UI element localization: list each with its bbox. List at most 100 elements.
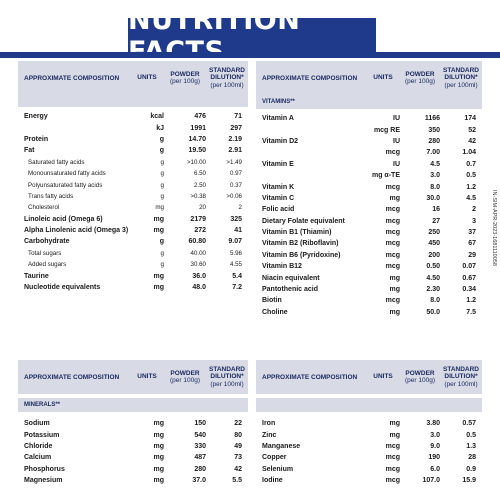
- powder-value: 3.0: [430, 172, 440, 180]
- table-row: Vitamin K mcg 8.0 1.2: [256, 181, 482, 192]
- standard-dilution-value: 0.37: [229, 181, 242, 189]
- standard-dilution-value: 0.67: [462, 274, 476, 282]
- header-standard-line3: (per 100ml): [210, 380, 244, 388]
- powder-value: 20: [199, 204, 206, 212]
- unit-cell: IU: [393, 137, 400, 145]
- table-row: Saturated fatty acids g >10.00 >1.49: [18, 157, 248, 168]
- nutrient-name: Vitamin B6 (Pyridoxine): [262, 251, 341, 259]
- powder-value: 48.0: [192, 284, 206, 292]
- header-standard-line2: DILUTION*: [210, 74, 244, 82]
- standard-dilution-value: 3: [472, 217, 476, 225]
- header-standard: STANDARD DILUTION* (per 100ml): [206, 366, 248, 388]
- table-row: Total sugars g 40.00 5.96: [18, 248, 248, 259]
- unit-cell: kJ: [156, 124, 164, 132]
- unit-cell: mcg: [385, 149, 400, 157]
- standard-dilution-value: 15.9: [462, 477, 476, 485]
- standard-dilution-value: 0.9: [466, 465, 476, 473]
- powder-value: 40.00: [190, 249, 206, 257]
- nutrient-name: Iron: [262, 420, 276, 428]
- powder-value: 27: [432, 217, 440, 225]
- standard-dilution-value: 2: [472, 206, 476, 214]
- table-row: Potassium mg 540 80: [18, 429, 248, 440]
- table-row: Manganese mcg 9.0 1.3: [256, 441, 482, 452]
- nutrient-name: Sodium: [24, 420, 50, 428]
- table-row: Vitamin E IU 4.5 0.7: [256, 159, 482, 170]
- header-standard: STANDARD DILUTION* (per 100ml): [206, 67, 248, 89]
- nutrient-name: Magnesium: [24, 477, 63, 485]
- header-standard-line3: (per 100ml): [210, 81, 244, 89]
- nutrient-name: Saturated fatty acids: [28, 158, 85, 166]
- nutrient-name: Manganese: [262, 442, 301, 450]
- powder-value: 280: [428, 137, 440, 145]
- subheader-blank: [256, 398, 482, 412]
- unit-cell: IU: [393, 160, 400, 168]
- nutrient-name: Folic acid: [262, 206, 295, 214]
- standard-dilution-value: 1.2: [466, 297, 476, 305]
- powder-value: 6.50: [193, 170, 206, 178]
- table-row: Copper mcg 190 28: [256, 452, 482, 463]
- header-standard-line3: (per 100ml): [444, 81, 478, 89]
- powder-value: 272: [194, 227, 206, 235]
- header-approx: APPROXIMATE COMPOSITION: [262, 373, 358, 381]
- unit-cell: g: [160, 158, 164, 166]
- nutrient-name: Biotin: [262, 297, 282, 305]
- standard-dilution-value: 29: [468, 251, 476, 259]
- nutrient-name: Chloride: [24, 442, 53, 450]
- standard-dilution-value: 37: [468, 229, 476, 237]
- powder-value: 0.50: [426, 263, 440, 271]
- standard-dilution-value: 71: [234, 113, 242, 121]
- unit-cell: g: [160, 261, 164, 269]
- unit-cell: g: [160, 192, 164, 200]
- standard-dilution-value: 5.5: [232, 477, 242, 485]
- table-row: Zinc mg 3.0 0.5: [256, 429, 482, 440]
- header-units: UNITS: [373, 74, 393, 82]
- powder-value: 8.0: [430, 297, 440, 305]
- table-row: Vitamin D2 IU 280 42: [256, 136, 482, 147]
- nutrient-name: Potassium: [24, 431, 60, 439]
- standard-dilution-value: 0.97: [229, 170, 242, 178]
- unit-cell: mcg: [385, 263, 400, 271]
- powder-value: 19.50: [188, 147, 206, 155]
- powder-value: 250: [428, 229, 440, 237]
- standard-dilution-value: 325: [230, 215, 242, 223]
- header-powder-line1: POWDER: [170, 369, 200, 377]
- nutrient-name: Trans fatty acids: [28, 192, 74, 200]
- table-row: Cholesterol mg 20 2: [18, 202, 248, 213]
- unit-cell: mcg: [385, 465, 400, 473]
- table-row: Sodium mg 150 22: [18, 418, 248, 429]
- unit-cell: mg: [389, 420, 401, 428]
- unit-cell: mcg RE: [373, 126, 400, 134]
- unit-cell: mcg: [385, 454, 400, 462]
- unit-cell: mcg: [385, 477, 400, 485]
- composition-panel-top-right: APPROXIMATE COMPOSITION UNITS POWDER (pe…: [256, 61, 482, 318]
- powder-value: 1991: [190, 124, 206, 132]
- table-row: Choline mg 50.0 7.5: [256, 307, 482, 318]
- table-row: Iron mg 3.80 0.57: [256, 418, 482, 429]
- unit-cell: mg: [153, 420, 165, 428]
- header-units: UNITS: [373, 373, 393, 381]
- nutrient-name: Vitamin E: [262, 160, 294, 168]
- unit-cell: mg: [389, 286, 401, 294]
- table-header: APPROXIMATE COMPOSITION UNITS POWDER (pe…: [256, 360, 482, 394]
- standard-dilution-value: 2.91: [228, 147, 242, 155]
- header-units: UNITS: [137, 74, 157, 82]
- header-standard: STANDARD DILUTION* (per 100ml): [440, 67, 482, 89]
- powder-value: 2179: [190, 215, 206, 223]
- header-standard: STANDARD DILUTION* (per 100ml): [440, 366, 482, 388]
- title-underline: [0, 52, 500, 58]
- table-header: APPROXIMATE COMPOSITION UNITS POWDER (pe…: [18, 61, 248, 95]
- table-header: APPROXIMATE COMPOSITION UNITS POWDER (pe…: [256, 61, 482, 95]
- unit-cell: g: [159, 135, 164, 143]
- unit-cell: mcg: [385, 297, 400, 305]
- powder-value: 14.70: [188, 135, 206, 143]
- standard-dilution-value: 42: [468, 137, 476, 145]
- powder-value: 2.50: [193, 181, 206, 189]
- unit-cell: IU: [393, 115, 400, 123]
- unit-cell: kcal: [150, 113, 164, 121]
- unit-cell: mg α-TE: [371, 172, 400, 180]
- header-powder-line2: (per 100g): [170, 377, 200, 384]
- powder-value: 16: [432, 206, 440, 214]
- standard-dilution-value: 4.55: [229, 261, 242, 269]
- header-powder-line1: POWDER: [405, 369, 435, 377]
- standard-dilution-value: 2.19: [228, 135, 242, 143]
